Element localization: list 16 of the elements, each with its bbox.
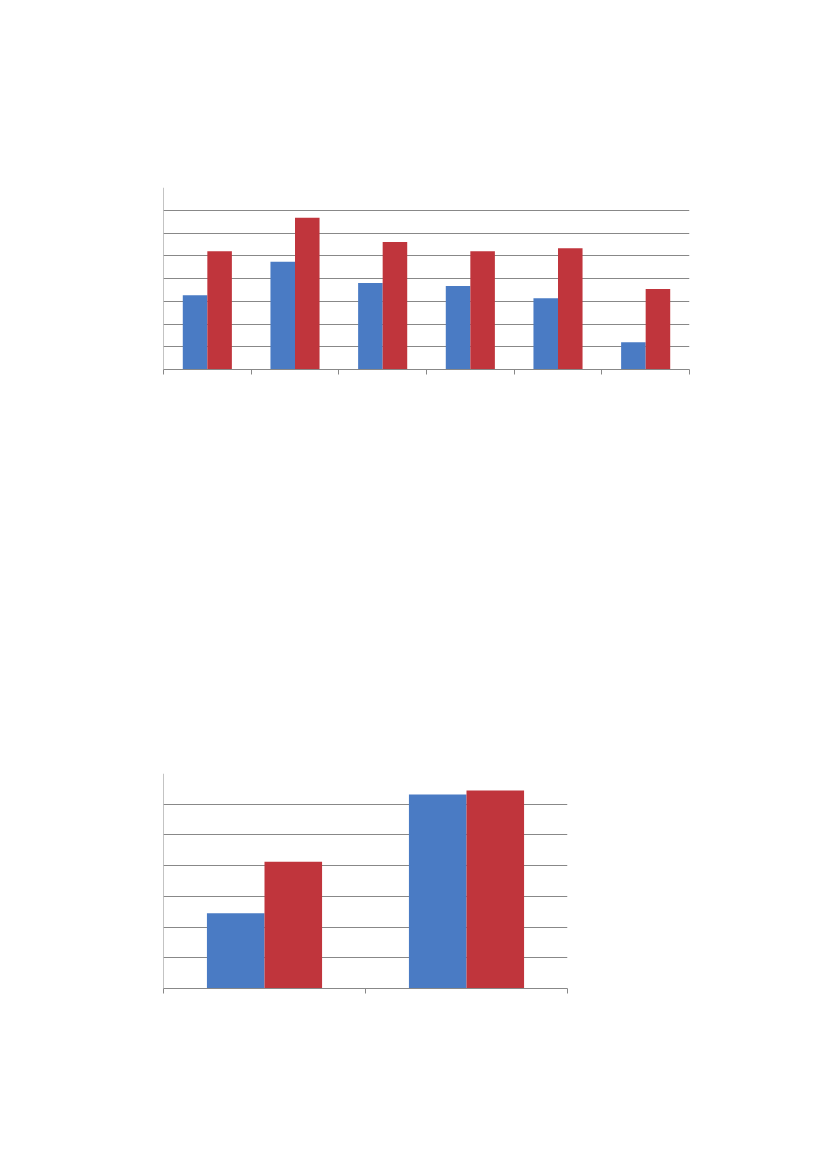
bar <box>182 295 208 370</box>
bar <box>645 289 671 370</box>
bar <box>206 913 265 989</box>
bar <box>445 286 471 370</box>
bar <box>558 248 583 370</box>
bar <box>358 283 383 370</box>
bar <box>470 251 495 370</box>
bar <box>295 217 320 370</box>
bar <box>270 261 295 370</box>
bar <box>533 298 558 370</box>
bar <box>382 242 408 370</box>
bar <box>408 794 467 989</box>
bar <box>207 251 232 370</box>
bar <box>264 861 323 989</box>
bar <box>621 342 646 370</box>
bar <box>466 790 525 989</box>
